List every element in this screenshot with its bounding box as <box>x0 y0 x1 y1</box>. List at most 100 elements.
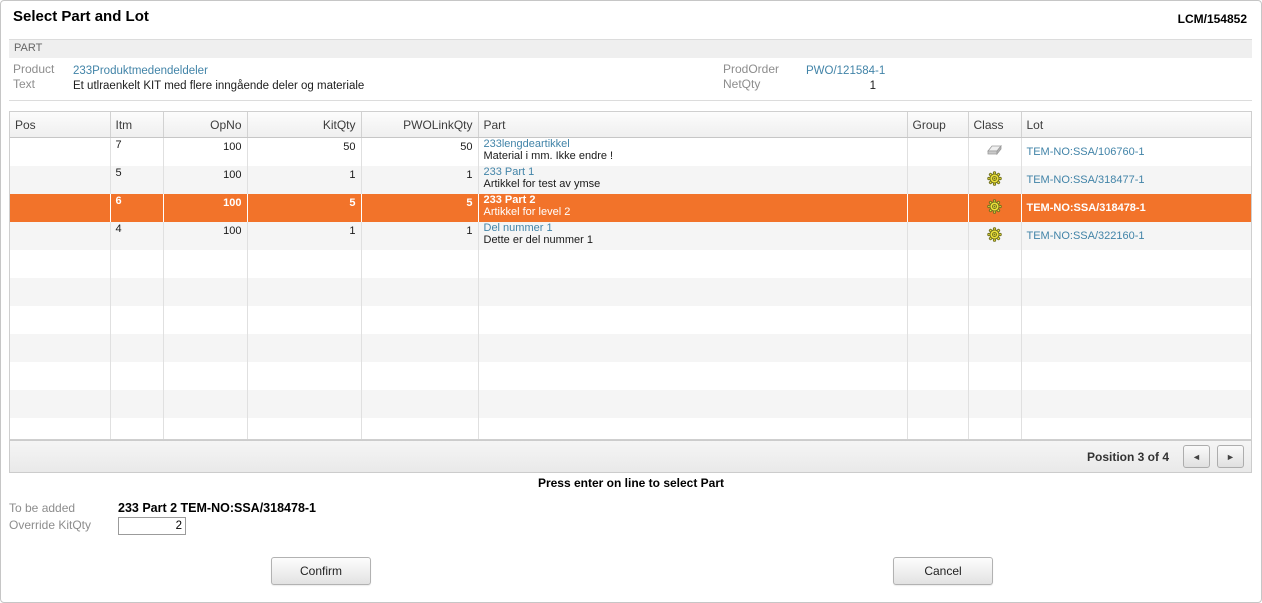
cell-pos <box>10 137 111 166</box>
table-row[interactable]: 7 100 50 50 233lengdeartikkel Material i… <box>10 137 1251 166</box>
part-section-body: Product 233Produktmedendeldeler Text Et ut… <box>9 58 1252 101</box>
prodorder-label: ProdOrder <box>723 62 780 76</box>
parts-table: Pos Itm OpNo KitQty PWOLinkQty Part Grou… <box>9 111 1252 440</box>
col-header-kitqty: KitQty <box>247 112 362 138</box>
part-link[interactable]: 233 Part 2 <box>483 194 536 206</box>
cell-itm: 5 <box>110 166 164 194</box>
cell-lot: TEM-NO:SSA/318477-1 <box>1021 166 1251 194</box>
cell-kitqty: 5 <box>247 194 362 222</box>
col-header-opno: OpNo <box>163 112 248 138</box>
cell-group <box>907 222 969 250</box>
empty-row <box>10 334 1251 362</box>
window-reference: LCM/154852 <box>1177 12 1247 26</box>
gear-icon <box>987 227 1002 245</box>
table-row[interactable]: 5 100 1 1 233 Part 1 Artikkel for test a… <box>10 166 1251 194</box>
cell-lot: TEM-NO:SSA/106760-1 <box>1021 137 1251 166</box>
cell-lot: TEM-NO:SSA/322160-1 <box>1021 222 1251 250</box>
netqty-value: 1 <box>869 80 876 92</box>
cell-kitqty: 1 <box>247 222 362 250</box>
cell-pwolinkqty: 1 <box>361 222 479 250</box>
position-indicator: Position 3 of 4 <box>1086 449 1169 464</box>
part-section: PART Product 233Produktmedendeldeler Text… <box>9 39 1252 101</box>
cell-class <box>968 166 1022 194</box>
empty-row <box>10 250 1251 278</box>
col-header-class: Class <box>968 112 1022 138</box>
cell-pwolinkqty: 1 <box>361 166 479 194</box>
confirm-button[interactable]: Confirm <box>271 557 371 585</box>
col-header-pwolinkqty: PWOLinkQty <box>361 112 479 138</box>
cell-class <box>968 194 1022 222</box>
cell-itm: 4 <box>110 222 164 250</box>
part-link[interactable]: Del nummer 1 <box>483 222 553 234</box>
product-label: Product <box>13 62 55 76</box>
cell-pos <box>10 166 111 194</box>
cell-part: 233 Part 1 Artikkel for test av ymse <box>478 166 908 194</box>
lot-link[interactable]: TEM-NO:SSA/322160-1 <box>1026 230 1145 242</box>
part-section-header: PART <box>9 39 1252 58</box>
parts-table-body: 7 100 50 50 233lengdeartikkel Material i… <box>10 137 1251 439</box>
product-link[interactable]: 233Produktmedendeldeler <box>73 65 208 77</box>
gear-icon <box>987 199 1002 217</box>
col-header-itm: Itm <box>110 112 164 138</box>
table-header-row: Pos Itm OpNo KitQty PWOLinkQty Part Grou… <box>10 112 1251 138</box>
gear-icon <box>987 171 1002 189</box>
part-description: Artikkel for level 2 <box>483 205 571 218</box>
col-header-lot: Lot <box>1021 112 1251 138</box>
lot-link[interactable]: TEM-NO:SSA/106760-1 <box>1026 146 1145 158</box>
empty-row <box>10 306 1251 334</box>
empty-row <box>10 418 1251 439</box>
arrow-left-icon: ◄ <box>1192 451 1201 462</box>
col-header-part: Part <box>478 112 908 138</box>
prodorder-link[interactable]: PWO/121584-1 <box>806 65 886 77</box>
cell-itm: 7 <box>110 137 164 166</box>
col-header-group: Group <box>907 112 969 138</box>
cell-kitqty: 1 <box>247 166 362 194</box>
table-row-selected[interactable]: 6 100 5 5 233 Part 2 Artikkel for level … <box>10 194 1251 222</box>
cell-itm: 6 <box>110 194 164 222</box>
table-footer-bar: Position 3 of 4 ◄ ► <box>9 440 1252 473</box>
lot-link[interactable]: TEM-NO:SSA/318478-1 <box>1026 202 1146 214</box>
cell-opno: 100 <box>163 166 248 194</box>
cell-pos <box>10 194 111 222</box>
cell-class <box>968 137 1022 166</box>
cell-kitqty: 50 <box>247 137 362 166</box>
cell-lot: TEM-NO:SSA/318478-1 <box>1021 194 1251 222</box>
cell-part: Del nummer 1 Dette er del nummer 1 <box>478 222 908 250</box>
eraser-icon <box>986 144 1003 159</box>
part-description: Artikkel for test av ymse <box>483 177 601 190</box>
table-row[interactable]: 4 100 1 1 Del nummer 1 Dette er del numm… <box>10 222 1251 250</box>
part-link[interactable]: 233 Part 1 <box>483 166 535 178</box>
part-description: Material i mm. Ikke endre ! <box>483 149 614 162</box>
override-kitqty-input[interactable] <box>118 517 186 535</box>
lot-link[interactable]: TEM-NO:SSA/318477-1 <box>1026 174 1145 186</box>
cell-opno: 100 <box>163 137 248 166</box>
netqty-label: NetQty <box>723 77 761 91</box>
to-be-added-value: 233 Part 2 TEM-NO:SSA/318478-1 <box>118 501 317 515</box>
cell-pos <box>10 222 111 250</box>
previous-page-button[interactable]: ◄ <box>1183 445 1210 468</box>
empty-row <box>10 390 1251 418</box>
override-kitqty-label: Override KitQty <box>9 518 92 532</box>
empty-row <box>10 278 1251 306</box>
cell-part: 233 Part 2 Artikkel for level 2 <box>478 194 908 222</box>
text-value: Et utlraenkelt KIT med flere inngående d… <box>73 80 365 92</box>
to-be-added-label: To be added <box>9 501 76 515</box>
cell-opno: 100 <box>163 222 248 250</box>
cancel-button[interactable]: Cancel <box>893 557 993 585</box>
cell-opno: 100 <box>163 194 248 222</box>
page-title: Select Part and Lot <box>13 8 149 25</box>
cell-pwolinkqty: 5 <box>361 194 479 222</box>
part-description: Dette er del nummer 1 <box>483 233 593 246</box>
cell-group <box>907 166 969 194</box>
cell-group <box>907 137 969 166</box>
cell-part: 233lengdeartikkel Material i mm. Ikke en… <box>478 137 908 166</box>
cell-pwolinkqty: 50 <box>361 137 479 166</box>
empty-row <box>10 362 1251 390</box>
hint-message: Press enter on line to select Part <box>537 476 725 490</box>
part-link[interactable]: 233lengdeartikkel <box>483 138 570 150</box>
next-page-button[interactable]: ► <box>1217 445 1244 468</box>
arrow-right-icon: ► <box>1226 451 1235 462</box>
cell-group <box>907 194 969 222</box>
cell-class <box>968 222 1022 250</box>
